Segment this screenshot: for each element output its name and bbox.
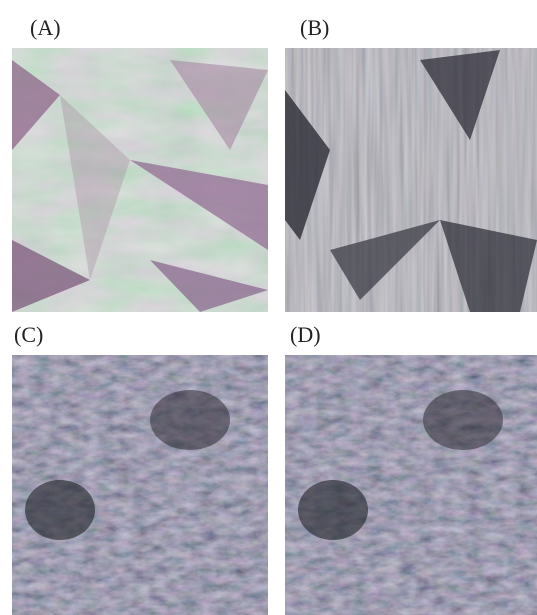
- micrograph-c: [12, 355, 268, 615]
- panel-label: (B): [300, 15, 329, 40]
- micrograph-a: [12, 48, 268, 312]
- micrograph-d: [285, 355, 537, 615]
- panel-label: (C): [14, 322, 43, 347]
- figure: (A) (B) (C) (D): [0, 0, 537, 615]
- panel-label: (D): [290, 322, 321, 347]
- micrograph-b: [285, 48, 537, 312]
- panel-label: (A): [30, 15, 61, 40]
